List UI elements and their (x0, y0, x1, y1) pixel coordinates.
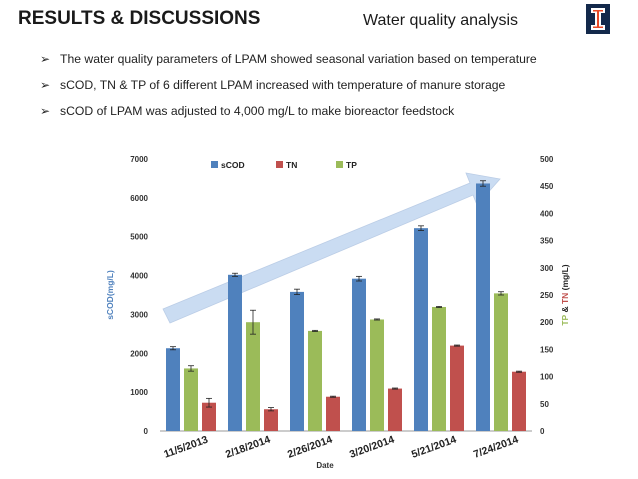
y-left-tick-label: 3000 (130, 310, 148, 319)
y-left-tick-label: 7000 (130, 155, 148, 164)
legend-label-scod: sCOD (221, 160, 245, 170)
y-left-tick-label: 2000 (130, 349, 148, 358)
bar-scod (290, 291, 304, 431)
x-tick-label: 11/5/2013 (162, 434, 210, 461)
bar-tp (432, 306, 446, 431)
y-right-axis-title-part: (mg/L) (560, 264, 570, 292)
y-left-axis-title: sCOD(mg/L) (105, 270, 115, 320)
bar-tn (202, 402, 216, 431)
bar-scod (228, 274, 242, 431)
trend-arrow-shape (162, 172, 501, 324)
legend-swatch-tn (276, 161, 283, 168)
y-right-axis-title-part: TN (560, 293, 570, 304)
y-right-tick-label: 250 (540, 291, 554, 300)
arrow-bullet-icon: ➢ (40, 78, 51, 92)
y-right-tick-label: 50 (540, 400, 549, 409)
y-right-tick-label: 350 (540, 237, 554, 246)
x-tick-label: 7/24/2014 (472, 434, 520, 461)
university-logo-icon (586, 4, 610, 34)
y-right-axis-title-part: & (560, 304, 570, 315)
legend-label-tn: TN (286, 160, 297, 170)
page-title: RESULTS & DISCUSSIONS (18, 8, 261, 29)
y-right-tick-label: 100 (540, 373, 554, 382)
y-right-tick-label: 200 (540, 318, 554, 327)
bar-tn (264, 409, 278, 431)
bar-scod (414, 228, 428, 431)
page-subtitle: Water quality analysis (363, 12, 519, 29)
arrow-bullet-icon: ➢ (40, 52, 51, 66)
bar-tn (388, 388, 402, 431)
x-axis-title: Date (316, 461, 334, 470)
y-right-tick-label: 500 (540, 155, 554, 164)
bullet-list: ➢ The water quality parameters of LPAM sh… (40, 50, 537, 128)
legend-swatch-tp (336, 161, 343, 168)
y-right-axis-title: TP & TN (mg/L) (560, 264, 570, 325)
x-tick-label: 2/26/2014 (286, 434, 334, 461)
arrow-bullet-icon: ➢ (40, 104, 51, 118)
y-right-tick-label: 150 (540, 345, 554, 354)
bar-tn (512, 371, 526, 431)
bar-tp (370, 319, 384, 431)
legend-swatch-scod (211, 161, 218, 168)
y-right-tick-label: 450 (540, 182, 554, 191)
x-tick-label: 3/20/2014 (348, 434, 396, 461)
bar-tp (184, 368, 198, 431)
bar-scod (476, 183, 490, 431)
y-left-tick-label: 1000 (130, 388, 148, 397)
y-right-axis-title-part: TP (560, 314, 570, 325)
x-tick-label: 5/21/2014 (410, 434, 458, 461)
y-right-tick-label: 300 (540, 264, 554, 273)
bar-scod (166, 348, 180, 431)
bar-tn (326, 396, 340, 431)
y-left-tick-label: 6000 (130, 194, 148, 203)
bar-tn (450, 345, 464, 431)
bar-tp (246, 322, 260, 431)
bar-scod (352, 278, 366, 431)
bullet-item: ➢ The water quality parameters of LPAM sh… (40, 52, 537, 66)
legend-label-tp: TP (346, 160, 357, 170)
y-right-tick-label: 400 (540, 209, 554, 218)
bullet-item: ➢ sCOD of LPAM was adjusted to 4,000 mg/L… (40, 104, 455, 118)
y-left-tick-label: 4000 (130, 272, 148, 281)
bar-tp (494, 293, 508, 431)
bar-tp (308, 330, 322, 431)
y-left-tick-label: 5000 (130, 233, 148, 242)
y-right-tick-label: 0 (540, 427, 545, 436)
y-left-tick-label: 0 (144, 427, 149, 436)
bullet-item: ➢ sCOD, TN & TP of 6 different LPAM incre… (40, 78, 506, 92)
x-tick-label: 2/18/2014 (224, 434, 272, 461)
